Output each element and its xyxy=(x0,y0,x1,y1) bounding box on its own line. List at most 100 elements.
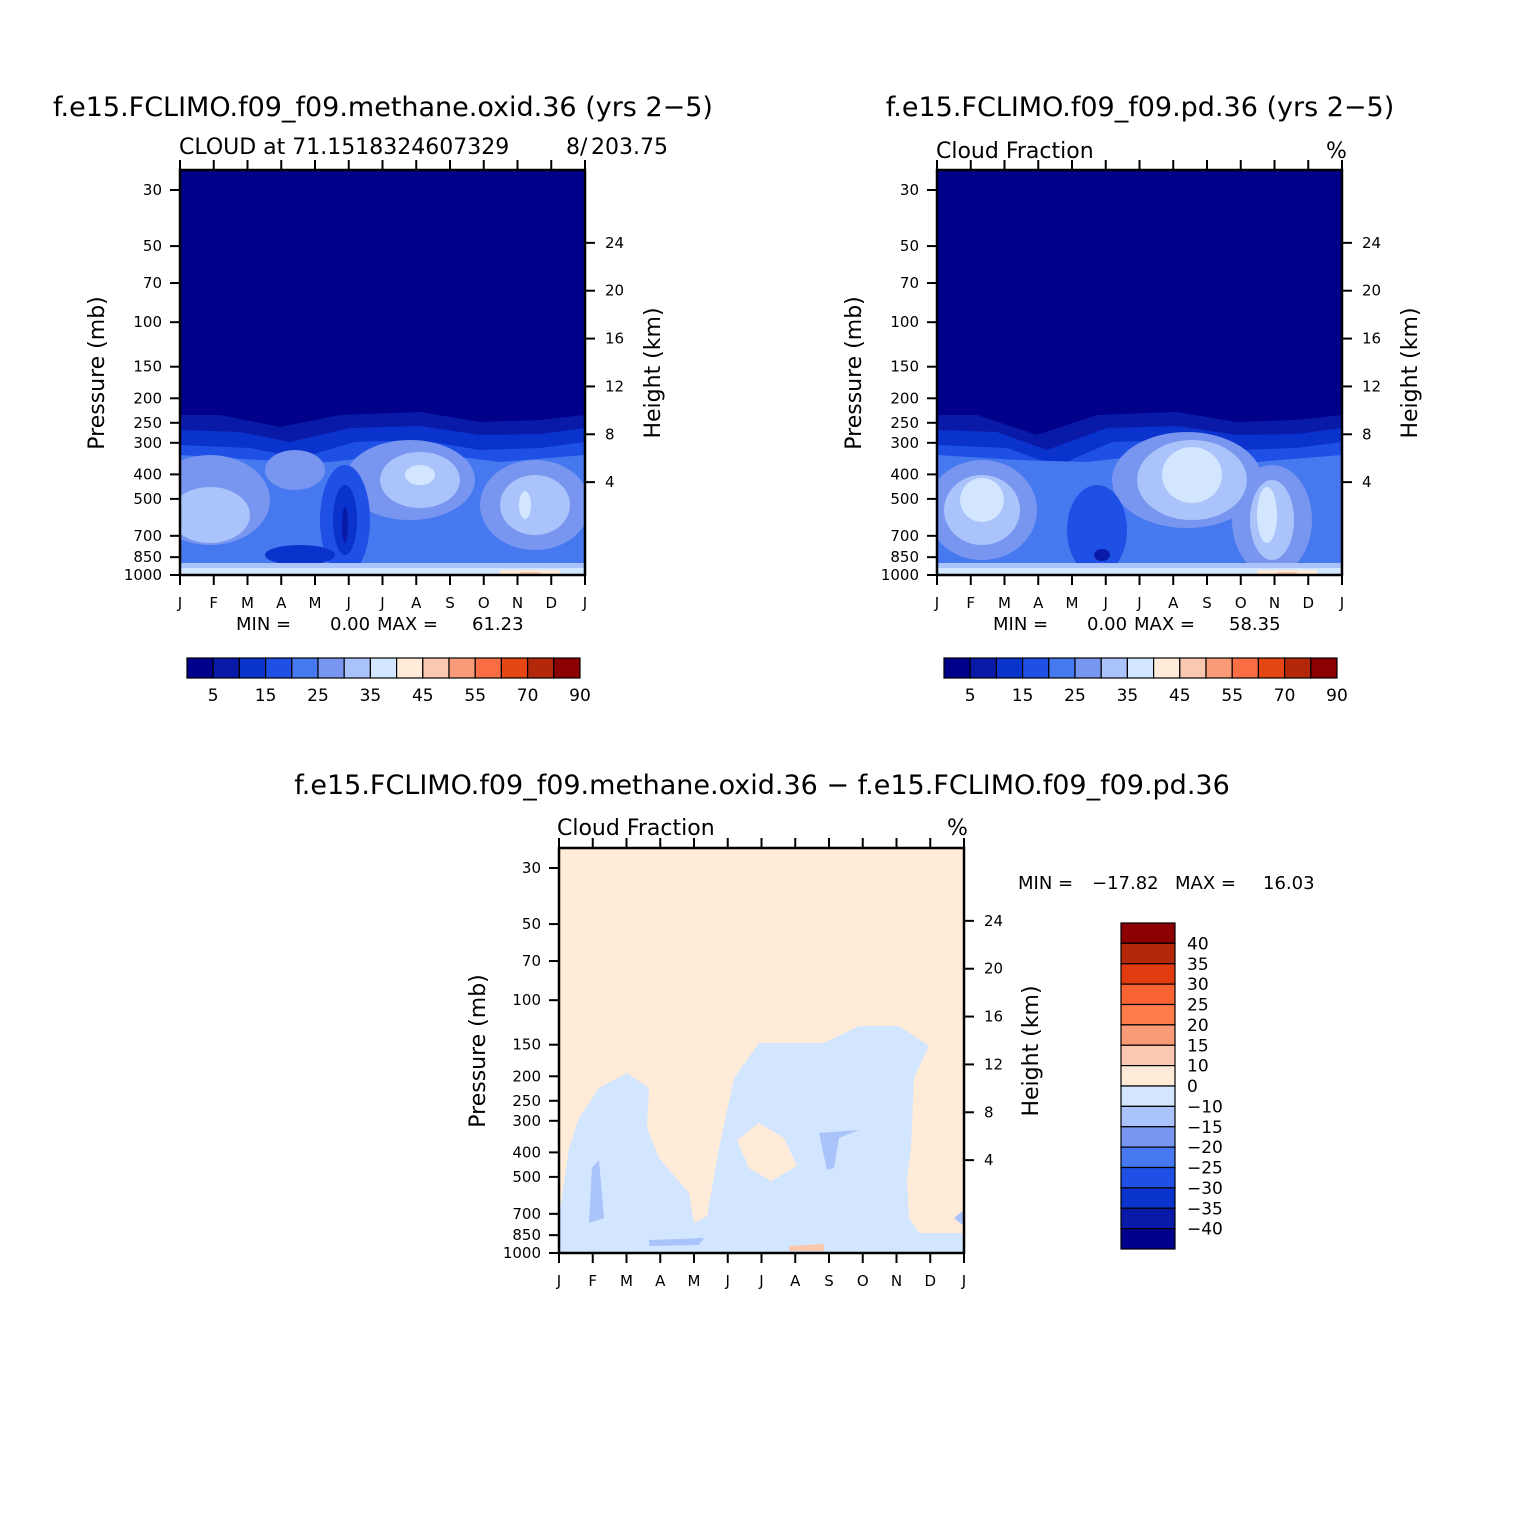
panel-3-colorbar-swatch xyxy=(1120,983,1176,1006)
panel-1-x-tick-label: J xyxy=(379,594,384,612)
panel-1-x-tick-label: A xyxy=(276,594,287,612)
panel-2-y-axis-label: Pressure (mb) xyxy=(842,296,867,450)
panel-3-x-tick-label: J xyxy=(758,1272,763,1290)
panel-2-colorbar-swatch xyxy=(995,657,1024,679)
panel-1-y2-tick-label: 20 xyxy=(605,282,624,300)
panel-3-colorbar-swatch xyxy=(1120,1126,1176,1148)
contour-level-pos-10-15 xyxy=(789,1244,824,1251)
panel-3-colorbar-swatch xyxy=(1120,1187,1176,1209)
panel-2-colorbar-swatch xyxy=(969,657,998,679)
panel-3-colorbar-label: 40 xyxy=(1187,934,1209,954)
panel-2-x-tick-label: N xyxy=(1269,594,1280,612)
panel-2-colorbar-label: 90 xyxy=(1326,686,1348,706)
panel-3-y2-tick-label: 4 xyxy=(984,1151,994,1169)
panel-1-colorbar-swatch xyxy=(526,657,555,679)
panel-2-colorbar-swatch xyxy=(1179,657,1207,679)
contour-level-neg-10-15 xyxy=(649,1238,704,1246)
panel-1-colorbar-swatch xyxy=(396,657,424,679)
panel-3-colorbar-swatch xyxy=(1120,1044,1176,1067)
panel-3-colorbar-swatch xyxy=(1120,1228,1176,1250)
panel-2-colorbar-swatch xyxy=(1205,657,1233,679)
panel-2-y2-tick-label: 4 xyxy=(1362,473,1372,491)
contour-level-2 xyxy=(265,545,335,565)
panel-3-colorbar-label: −10 xyxy=(1187,1097,1223,1117)
panel-2-max-value: 58.35 xyxy=(1229,614,1281,635)
panel-2-y-tick-label: 700 xyxy=(890,527,919,545)
panel-2-title: f.e15.FCLIMO.f09_f09.pd.36 (yrs 2−5) xyxy=(886,92,1394,123)
panel-1-subtitle-left: CLOUD at 71.1518324607329 xyxy=(179,135,509,160)
panel-2-colorbar-swatch xyxy=(1074,657,1102,679)
panel-3-colorbar-label: 35 xyxy=(1187,955,1209,975)
panel-2-colorbar-label: 35 xyxy=(1117,686,1139,706)
panel-3-y-tick-label: 250 xyxy=(512,1092,541,1110)
panel-3-y-tick-label: 850 xyxy=(512,1226,541,1244)
panel-1-y2-tick-label: 24 xyxy=(605,234,624,252)
panel-3-y-axis-label: Pressure (mb) xyxy=(466,974,491,1128)
contour-level-6 xyxy=(500,475,570,535)
panel-2-axes: J F M A M J J A S O N D J 30 50 70 100 150 200 250 300 400 500… xyxy=(881,160,1381,612)
panel-3-colorbar-swatch xyxy=(1120,1085,1176,1107)
panel-1-colorbar-label: 90 xyxy=(569,686,591,706)
panel-2-y-tick-label: 1000 xyxy=(881,566,919,584)
panel-3-colorbar-swatch xyxy=(1120,1003,1176,1026)
contour-level-5 xyxy=(265,450,325,490)
panel-3-y-tick-label: 50 xyxy=(522,915,541,933)
panel-2-colorbar-swatch xyxy=(1152,657,1181,679)
panel-2-x-tick-label: J xyxy=(1339,594,1344,612)
panel-3-colorbar-swatch xyxy=(1120,922,1176,944)
panel-difference: f.e15.FCLIMO.f09_f09.methane.oxid.36 − f… xyxy=(294,770,1314,1290)
panel-3-x-tick-label: J xyxy=(961,1272,966,1290)
panel-1-colorbar: 5 15 25 35 45 55 70 90 xyxy=(186,657,591,706)
contour-level-7 xyxy=(1257,487,1277,543)
panel-1-x-tick-label: J xyxy=(177,594,182,612)
panel-3-units: % xyxy=(947,816,968,841)
panel-3-y-tick-label: 1000 xyxy=(503,1244,541,1262)
panel-1-colorbar-label: 15 xyxy=(255,686,277,706)
panel-2-y2-tick-label: 16 xyxy=(1362,330,1381,348)
panel-2-y2-tick-label: 12 xyxy=(1362,377,1381,395)
panel-1-colorbar-swatch xyxy=(369,657,398,679)
panel-methane-oxid: f.e15.FCLIMO.f09_f09.methane.oxid.36 (yr… xyxy=(53,92,713,706)
panel-1-y-tick-label: 70 xyxy=(143,274,162,292)
panel-3-colorbar-label: 30 xyxy=(1187,975,1209,995)
panel-3-colorbar-label: −35 xyxy=(1187,1199,1223,1219)
panel-1-x-tick-label: M xyxy=(309,594,322,612)
panel-1-colorbar-swatch xyxy=(238,657,267,679)
panel-1-y-tick-label: 500 xyxy=(133,490,162,508)
contour-layers xyxy=(937,170,1342,575)
panel-1-min-label: MIN = xyxy=(236,614,291,635)
panel-2-x-tick-label: O xyxy=(1235,594,1247,612)
panel-1-max-label: MAX = xyxy=(377,614,438,635)
panel-1-y2-tick-label: 8 xyxy=(605,425,615,443)
panel-3-colorbar-label: −30 xyxy=(1187,1179,1223,1199)
panel-3-colorbar-label: 20 xyxy=(1187,1016,1209,1036)
panel-1-y-tick-label: 1000 xyxy=(124,566,162,584)
panel-1-x-tick-label: F xyxy=(209,594,218,612)
contour-level-1 xyxy=(1094,549,1110,561)
panel-2-colorbar-label: 55 xyxy=(1221,686,1243,706)
panel-3-x-tick-label: D xyxy=(924,1272,936,1290)
panel-3-contour-field xyxy=(559,848,964,1253)
panel-1-y-tick-label: 50 xyxy=(143,237,162,255)
panel-3-colorbar-label: −20 xyxy=(1187,1138,1223,1158)
panel-3-colorbar-label: −25 xyxy=(1187,1159,1223,1179)
panel-3-title: f.e15.FCLIMO.f09_f09.methane.oxid.36 − f… xyxy=(294,770,1230,801)
contour-level-7 xyxy=(1162,447,1222,503)
panel-1-y2-tick-label: 16 xyxy=(605,330,624,348)
panel-2-y-tick-label: 200 xyxy=(890,389,919,407)
panel-2-y-tick-label: 30 xyxy=(900,181,919,199)
panel-2-colorbar-swatch xyxy=(1126,657,1155,679)
panel-1-y2-axis-label: Height (km) xyxy=(641,307,666,438)
panel-1-title: f.e15.FCLIMO.f09_f09.methane.oxid.36 (yr… xyxy=(53,92,713,123)
panel-2-y-tick-label: 70 xyxy=(900,274,919,292)
panel-1-x-tick-label: M xyxy=(241,594,254,612)
panel-1-max-value: 61.23 xyxy=(472,614,524,635)
panel-1-colorbar-swatch xyxy=(186,657,214,679)
panel-2-x-tick-label: J xyxy=(1136,594,1141,612)
panel-1-y-tick-label: 250 xyxy=(133,414,162,432)
contour-level-7 xyxy=(960,478,1004,522)
panel-2-colorbar-swatch xyxy=(1283,657,1312,679)
contour-level-7 xyxy=(405,465,435,485)
panel-3-x-tick-label: J xyxy=(556,1272,561,1290)
panel-3-y2-tick-label: 8 xyxy=(984,1103,994,1121)
